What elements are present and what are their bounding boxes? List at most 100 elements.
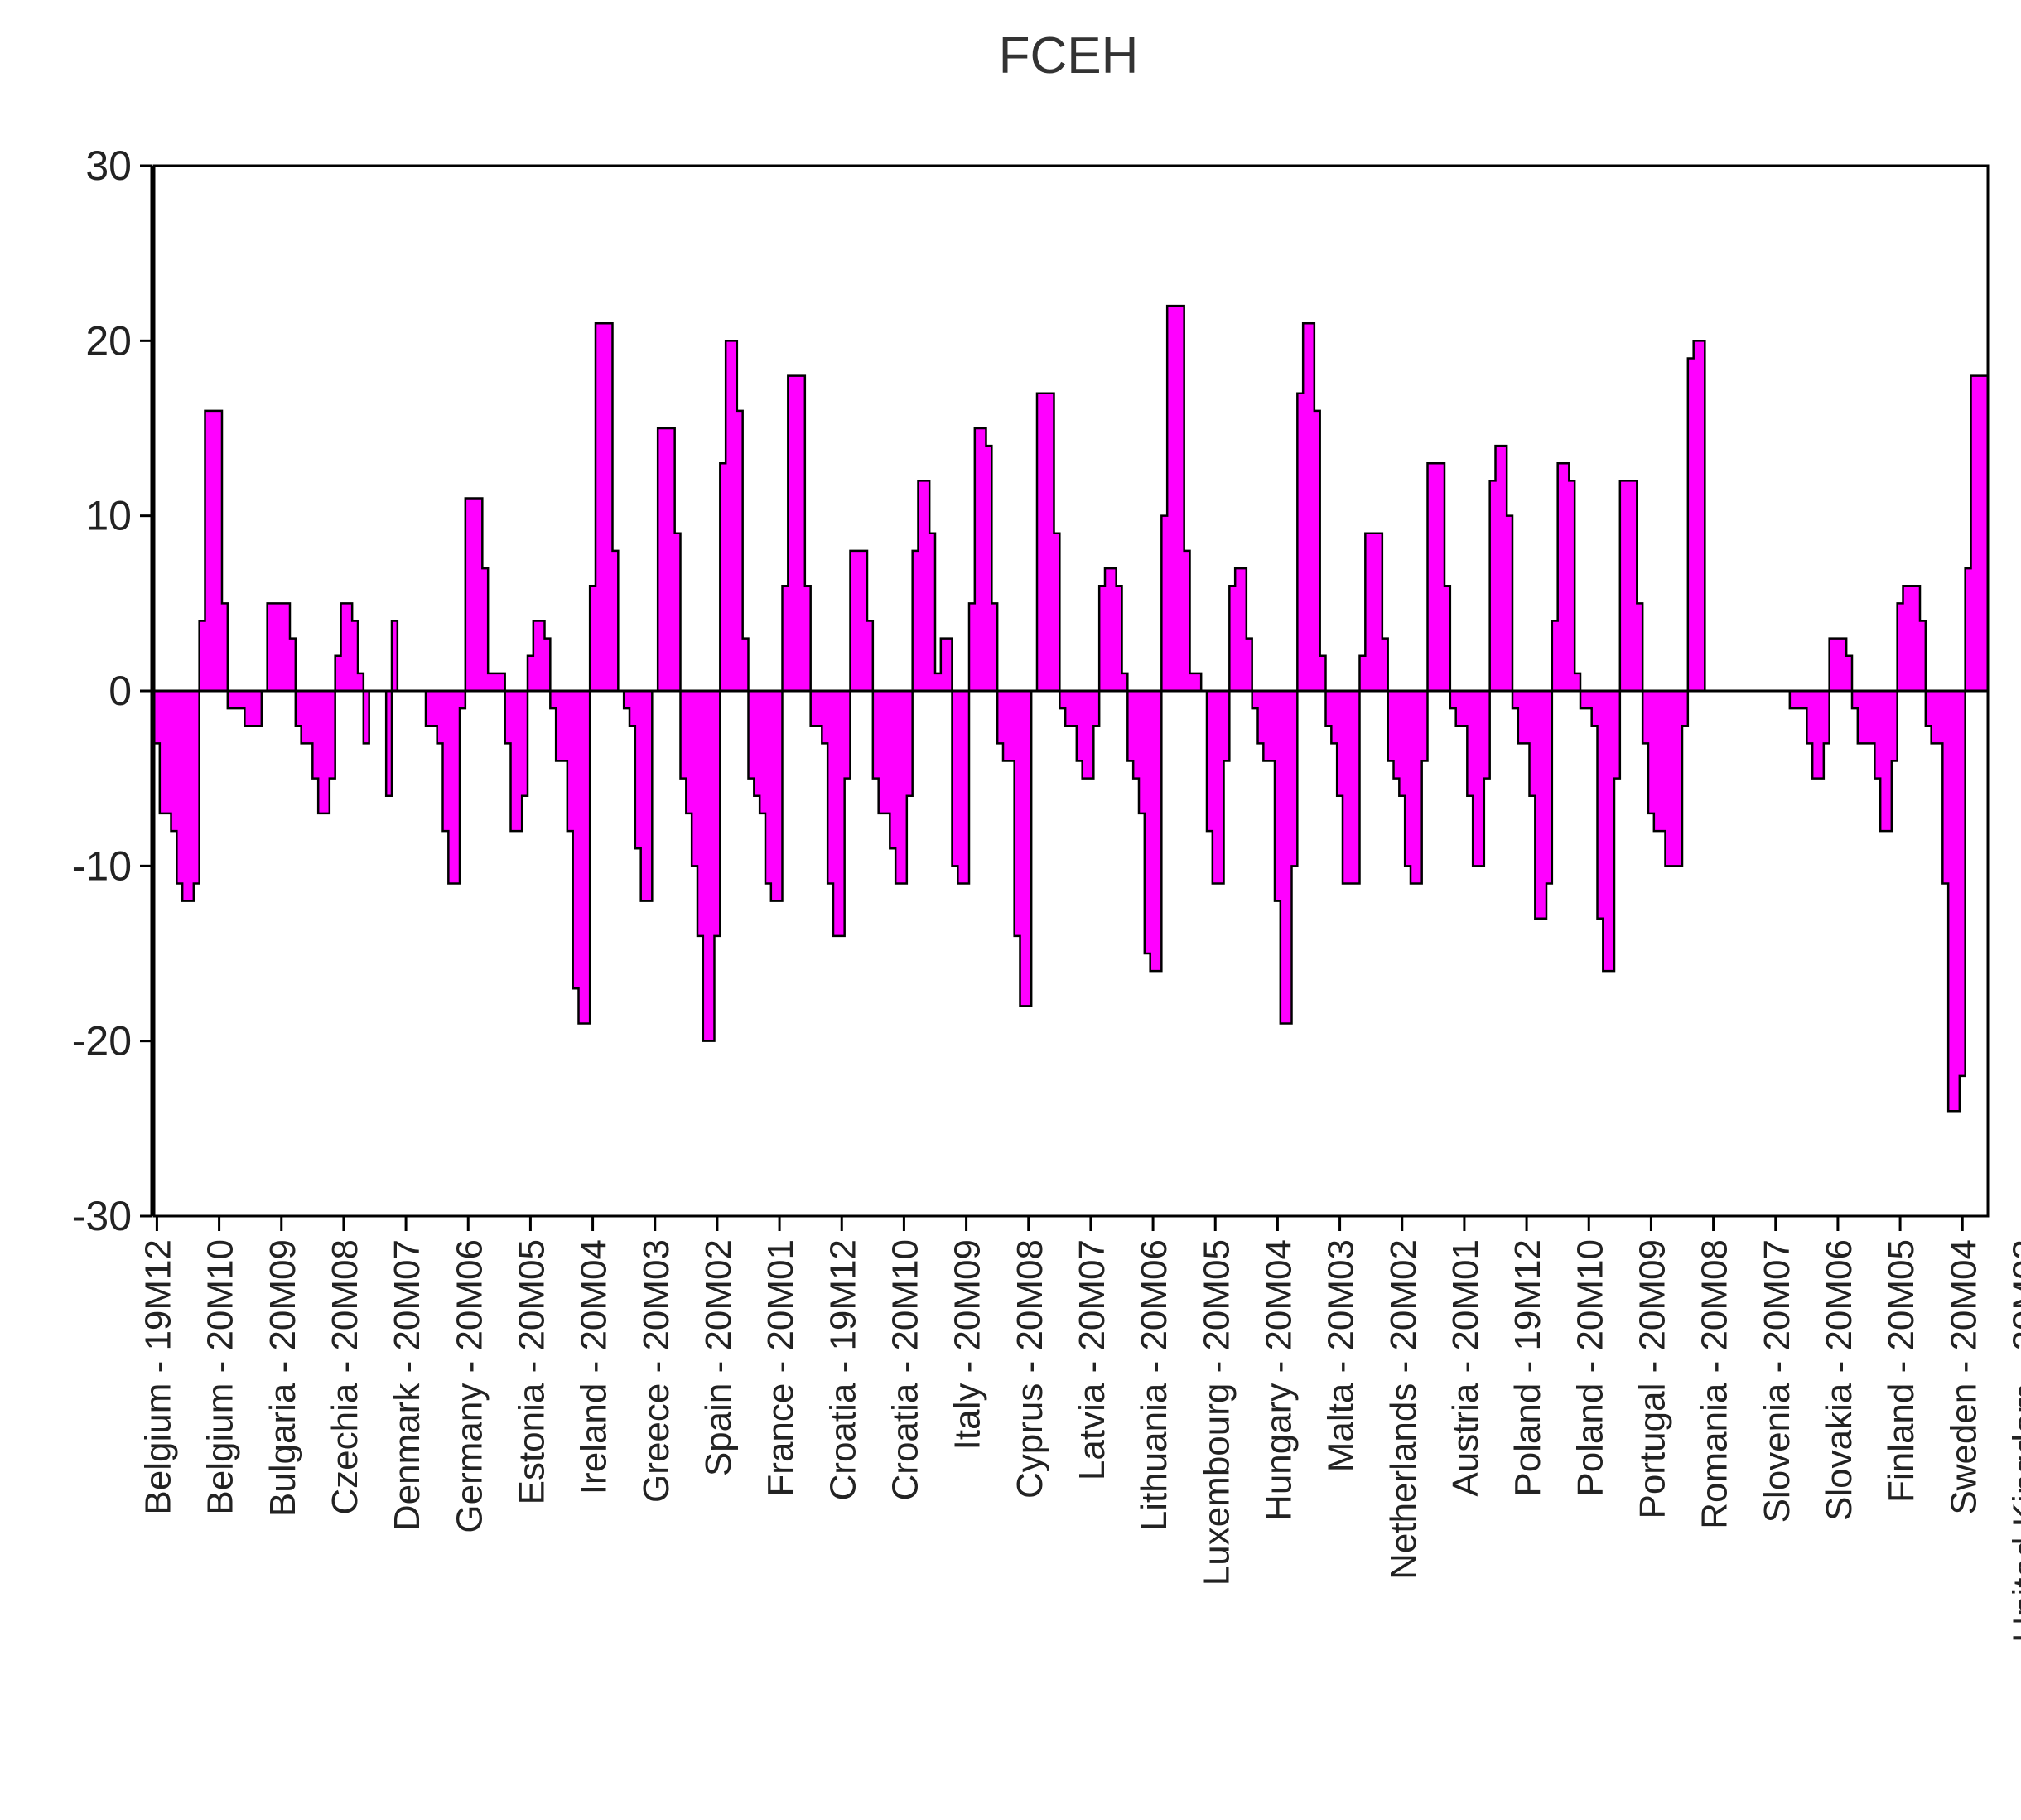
data-bar: [1348, 691, 1355, 884]
data-bar: [952, 691, 958, 867]
x-tick-label: United Kingdom - 20M03: [2005, 1239, 2021, 1643]
y-tick-label: 10: [85, 493, 132, 539]
data-bar: [222, 603, 229, 691]
x-tick-label: Greece - 20M03: [636, 1239, 677, 1503]
data-bar: [295, 691, 302, 727]
data-bar: [867, 620, 874, 691]
data-bar: [278, 603, 285, 691]
data-bar: [159, 691, 166, 813]
data-bar: [227, 691, 234, 709]
data-bar: [1551, 620, 1559, 691]
data-bar: [1557, 463, 1565, 691]
data-bar: [1614, 691, 1621, 779]
data-bar: [1445, 586, 1451, 691]
data-bar: [1829, 638, 1836, 691]
data-bar: [516, 691, 523, 832]
x-tick-label: Luxembourg - 20M05: [1196, 1239, 1237, 1586]
data-bar: [1535, 691, 1541, 919]
data-bar: [1903, 586, 1909, 691]
x-tick-label: Belgium - 19M12: [137, 1239, 178, 1515]
data-bar: [454, 691, 461, 884]
data-bar: [736, 410, 744, 691]
data-bar: [1343, 691, 1349, 884]
data-bar: [674, 533, 682, 691]
data-bar: [1257, 691, 1264, 744]
data-bar: [782, 586, 789, 691]
data-bar: [1189, 673, 1196, 691]
data-bar: [567, 691, 574, 832]
data-bar: [844, 691, 851, 779]
y-tick-label: -20: [72, 1018, 132, 1064]
data-bar: [386, 691, 393, 796]
data-bar: [1676, 691, 1683, 867]
data-bar: [986, 446, 992, 691]
data-bar: [244, 691, 251, 727]
data-bar: [1025, 691, 1032, 1007]
data-bar: [850, 550, 856, 691]
data-bar: [856, 550, 862, 691]
data-bar: [912, 550, 919, 691]
y-tick-label: 20: [85, 317, 132, 364]
data-bar: [1908, 586, 1915, 691]
data-bar: [895, 691, 902, 884]
data-bar: [504, 691, 512, 744]
data-bar: [1637, 603, 1643, 691]
data-bar: [176, 691, 183, 884]
data-bar: [1846, 655, 1853, 691]
data-bar: [1619, 480, 1627, 691]
data-bar: [1569, 480, 1575, 691]
data-bar: [776, 691, 784, 901]
data-bar: [426, 691, 432, 727]
data-bar: [1065, 691, 1072, 727]
data-bar: [1507, 515, 1513, 691]
data-bar: [1337, 691, 1343, 796]
data-bar: [193, 691, 200, 884]
data-bar: [1246, 638, 1253, 691]
data-bar: [816, 691, 822, 727]
data-bar: [154, 691, 161, 744]
data-bar: [1455, 691, 1463, 727]
data-bar: [476, 498, 483, 691]
data-bar: [980, 428, 987, 691]
data-bar: [1275, 691, 1281, 901]
data-bar: [1863, 691, 1870, 744]
data-bar: [1008, 691, 1015, 761]
y-axis: 30 20 10 0 -10 -20 -30: [72, 142, 153, 1239]
data-bar: [969, 603, 976, 691]
data-bar: [1252, 691, 1259, 709]
x-tick-label: Malta - 20M03: [1321, 1239, 1362, 1472]
data-bar: [861, 550, 868, 691]
data-bar: [997, 691, 1004, 744]
data-bar: [1585, 691, 1593, 709]
data-bar: [1353, 691, 1361, 884]
data-bar: [1914, 586, 1921, 691]
data-bar: [165, 691, 172, 813]
data-bar: [1059, 691, 1066, 709]
data-bar: [702, 691, 710, 1041]
data-bar: [318, 691, 325, 813]
data-bar: [352, 620, 359, 691]
data-bar: [267, 603, 274, 691]
x-tick-label: Bulgaria - 20M09: [263, 1239, 303, 1517]
x-tick-label: Romania - 20M08: [1695, 1239, 1735, 1529]
data-bar: [1387, 691, 1395, 761]
data-bar: [1399, 691, 1406, 796]
data-bar: [872, 691, 880, 779]
data-bar: [1631, 480, 1638, 691]
data-bar: [1948, 691, 1955, 1112]
x-tick-label: Ireland - 20M04: [574, 1239, 615, 1494]
y-tick-label: 30: [85, 142, 132, 189]
data-bar: [612, 550, 619, 691]
data-bar: [1959, 691, 1966, 1076]
data-bar: [205, 410, 211, 691]
data-bar: [442, 691, 449, 832]
y-tick-label: 0: [109, 668, 132, 714]
data-bar: [324, 691, 330, 813]
data-bar: [494, 673, 500, 691]
data-bar: [448, 691, 455, 884]
data-bar: [340, 603, 347, 691]
data-bar: [1416, 691, 1423, 884]
data-bar: [171, 691, 177, 832]
data-bar: [392, 620, 398, 691]
data-bar: [1155, 691, 1162, 972]
